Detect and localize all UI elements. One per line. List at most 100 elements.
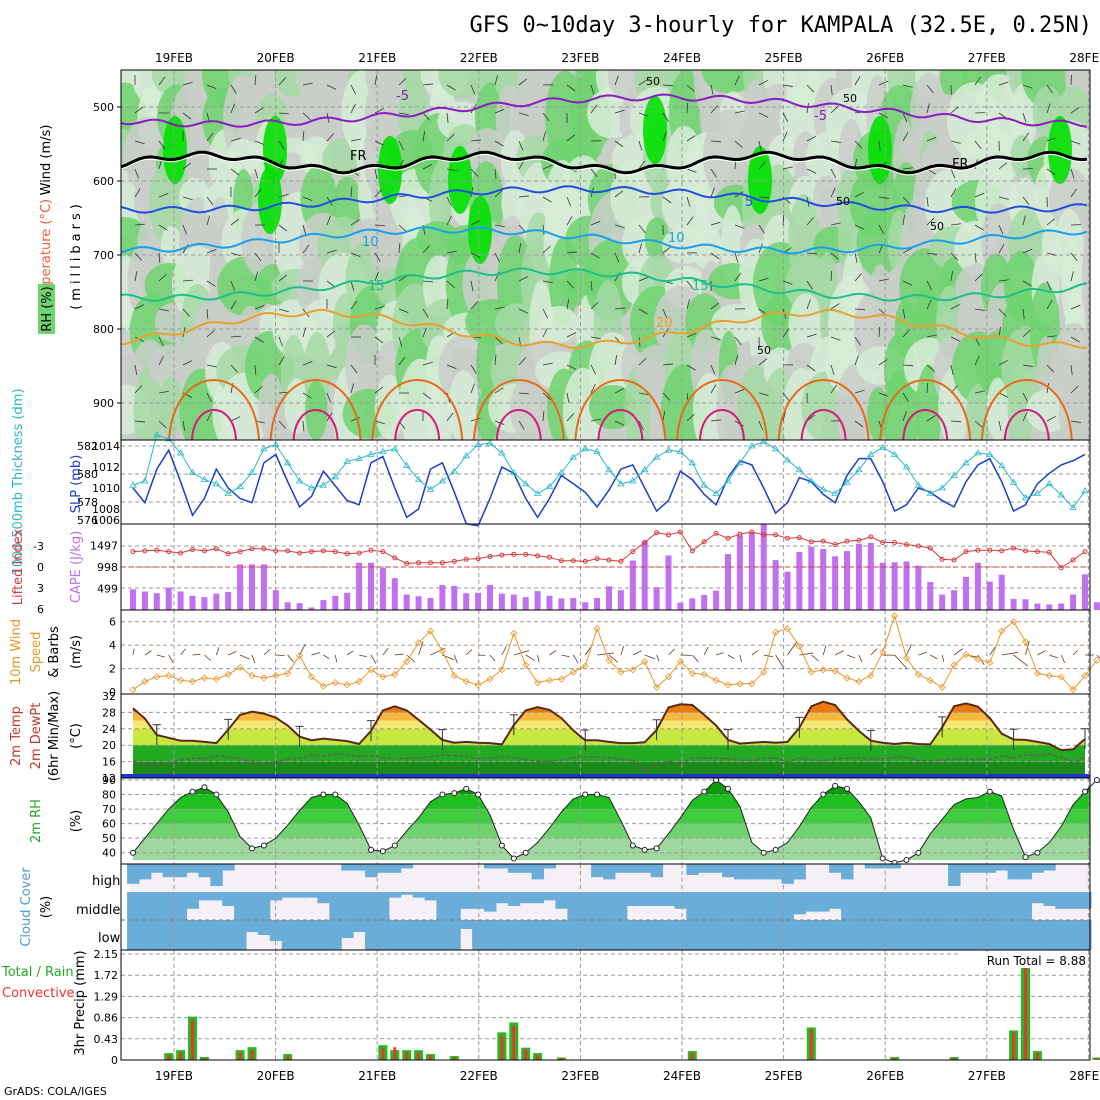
lifted-index-point [487,554,493,559]
wind-barb [311,652,320,656]
upper-wind-barb [662,131,667,142]
upper-wind-barb [1070,107,1080,114]
precip-label-total: Total / Rain [1,965,74,980]
upper-wind-barb [518,140,524,151]
upper-wind-barb [566,392,570,403]
upper-wind-barb [926,382,929,394]
lifted-index-point [915,543,921,549]
y-tick-label: 70 [102,803,116,816]
thickness-point [295,477,304,484]
rh-label-line1: 2m RH [29,799,44,843]
upper-wind-barb [446,364,457,369]
y-tick-label: 0.43 [94,1033,119,1046]
cloud-middle-bar [269,892,283,901]
cape-bar [951,590,958,610]
upper-wind-barb [230,103,235,114]
cloud-low-bar [317,920,330,950]
upper-wind-barb [446,196,452,207]
contour-freezing [121,150,1088,175]
cloud-series [127,864,1092,950]
upper-wind-barb [422,361,433,366]
upper-wind-barb [902,84,913,88]
upper-wind-barb [230,280,235,291]
upper-wind-barb [782,112,789,123]
upper-wind-barb [614,388,625,394]
upper-wind-barb [710,419,721,422]
upper-wind-barb [830,252,839,260]
wind-barb [918,651,928,656]
cloud-low-bar [1019,920,1032,950]
upper-wind-barb [182,360,193,366]
upper-wind-barb [182,162,192,170]
thickness-point [926,489,935,496]
upper-wind-barb [1070,74,1072,86]
upper-wind-barb [686,196,691,207]
cape-bar [308,607,315,610]
upper-wind-barb [158,140,166,150]
wind-speed-point [510,629,518,637]
lifted-index-point [725,535,731,541]
cloud-high-bar [650,864,664,878]
upper-wind-barb [542,164,553,170]
temp-label-line4: (°C) [69,723,84,749]
contour-25 [168,379,260,440]
cape-bar [1022,599,1029,610]
upper-wind-barb [374,108,385,114]
cloud-low-bar [733,920,747,950]
upper-wind-barb [902,329,910,338]
wind-speed-point [129,686,137,694]
rh-line [132,779,1100,864]
cloud-middle-bar [281,892,295,898]
wind-speed-point [593,625,601,633]
precip-convective-bar [405,1052,409,1060]
cloud-low-bar [127,920,140,950]
y-tick-label: 2 [109,663,116,676]
upper-wind-barb [734,272,742,282]
rh-point [915,849,922,856]
upper-wind-barb [758,420,764,431]
thickness-point [652,453,661,460]
cape-bar [427,597,434,610]
upper-wind-barb [902,411,907,422]
upper-wind-barb [998,224,1004,235]
rh-contour-label-50: 50 [930,220,944,233]
upper-wind-barb [566,299,570,310]
wind-barb [525,654,535,661]
lifted-index-point [1046,549,1052,555]
lifted-index-point [130,549,136,555]
thickness-point [486,439,494,446]
wind-barb [727,654,735,659]
cape-bar [1034,603,1041,610]
thickness-point [938,484,946,491]
upper-wind-barb [758,358,768,366]
precip-convective-bar [809,1029,813,1060]
slp-axis-label: SLP (mb) [69,455,84,514]
cloud-low-bar [174,920,188,950]
wind-barb [906,644,912,656]
run-total-box [958,952,1088,968]
rh-core [1048,116,1072,184]
temp-label-line1: 2m Temp [9,706,24,766]
wind-axis-label: Wind (m/s) [39,125,54,196]
upper-wind-barb [998,308,1007,317]
upper-wind-barb [614,190,624,198]
cloud-middle-bar [198,892,211,901]
thickness-point [129,481,137,488]
cloud-low-bar [341,920,354,938]
lifted-index-point [701,539,707,545]
upper-wind-barb [926,415,936,422]
cape-bar [141,591,148,610]
upper-wind-barb [974,273,983,282]
date-tick-label: 25FEB [765,51,803,65]
upper-wind-barb [230,218,240,226]
lifted-index-point [880,540,886,545]
upper-wind-barb [758,392,769,396]
upper-wind-barb [1070,364,1073,375]
precip-convective-bar [1035,1053,1039,1060]
upper-wind-barb [662,84,674,87]
upper-wind-barb [398,140,404,151]
wind-speed-point [617,668,625,676]
thickness-point [402,461,411,468]
upper-wind-barb [638,79,648,86]
